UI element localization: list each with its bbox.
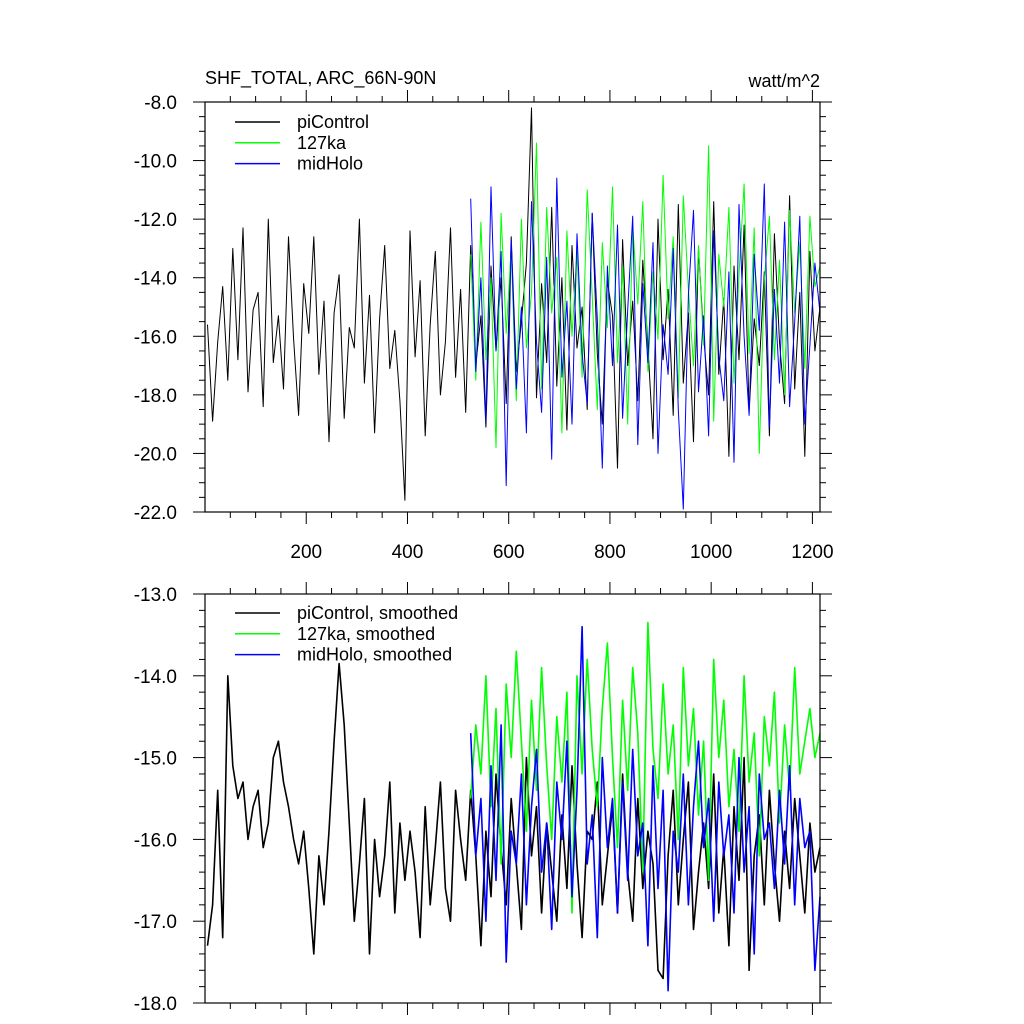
x-tick-label: 200	[290, 542, 322, 563]
series-line-127ka	[469, 621, 821, 914]
y-tick-label: -12.0	[134, 210, 177, 231]
plot-frame	[204, 593, 821, 1004]
x-tick-label: 1000	[690, 542, 732, 563]
y-tick-label: -18.0	[134, 386, 177, 407]
x-tick-label: 1200	[791, 542, 833, 563]
legend-label: midHolo	[297, 154, 363, 174]
chart-title: SHF_TOTAL, ARC_66N-90N	[205, 68, 436, 89]
legend-label: 127ka, smoothed	[297, 624, 435, 644]
y-tick-label: -22.0	[134, 503, 177, 524]
y-tick-label: -16.0	[134, 830, 177, 851]
units-label: watt/m^2	[748, 71, 820, 91]
y-tick-label: -8.0	[144, 93, 177, 114]
legend-label: piControl, smoothed	[297, 603, 458, 623]
series-line-piControl	[206, 662, 821, 980]
y-tick-label: -17.0	[134, 912, 177, 933]
top-panel-raw: 200 400 600 800 1000 1200 -8.0 -10.0 -12.0 -14.0 -…	[134, 90, 834, 563]
bottom-panel-smoothed: -13.0 -14.0 -15.0 -16.0 -17.0 -18.0 piControl,…	[134, 582, 832, 1015]
y-tick-label: -14.0	[134, 269, 177, 290]
y-tick-label: -18.0	[134, 994, 177, 1015]
x-tick-label: 400	[392, 542, 424, 563]
series-line-midHolo	[469, 625, 821, 992]
y-tick-label: -14.0	[134, 667, 177, 688]
y-tick-label: -20.0	[134, 444, 177, 465]
y-tick-label: -10.0	[134, 152, 177, 173]
series-line-midHolo	[470, 177, 821, 510]
legend-label: piControl	[297, 112, 369, 132]
y-tick-label: -13.0	[134, 585, 177, 606]
y-tick-label: -16.0	[134, 327, 177, 348]
x-tick-label: 800	[594, 542, 626, 563]
legend-label: 127ka	[297, 133, 347, 153]
legend-label: midHolo, smoothed	[297, 645, 452, 665]
x-tick-label: 600	[493, 542, 525, 563]
y-tick-label: -15.0	[134, 749, 177, 770]
